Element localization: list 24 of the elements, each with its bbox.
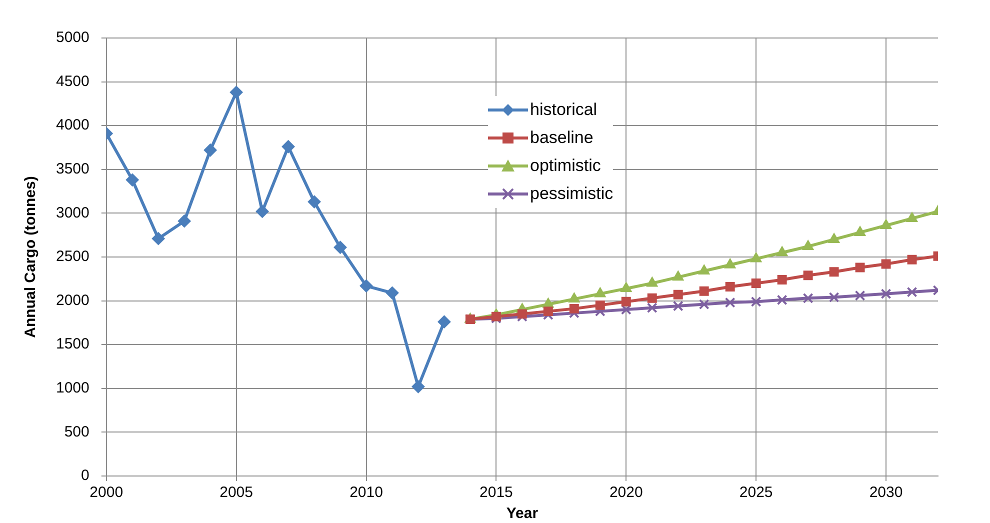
legend-label: pessimistic xyxy=(530,183,614,205)
y-tick-label: 4000 xyxy=(56,116,90,134)
y-axis-title: Annual Cargo (tonnes) xyxy=(22,176,40,338)
y-tick-label: 500 xyxy=(64,423,90,440)
x-axis-title: Year xyxy=(506,505,538,522)
y-tick-label: 2000 xyxy=(56,292,90,309)
legend-label: historical xyxy=(530,99,598,121)
x-tick-label: 2000 xyxy=(90,484,124,502)
x-tick-label: 2015 xyxy=(480,484,513,502)
y-tick-label: 3000 xyxy=(56,204,90,222)
x-tick-label: 2025 xyxy=(739,484,773,502)
y-tick-label: 2500 xyxy=(56,248,90,266)
legend-label: baseline xyxy=(530,127,594,149)
y-tick-label: 5000 xyxy=(56,29,90,46)
y-tick-label: 3500 xyxy=(56,160,90,178)
legend-label: optimistic xyxy=(530,155,601,177)
y-tick-label: 4500 xyxy=(56,72,90,90)
x-tick-label: 2030 xyxy=(869,484,903,502)
y-tick-label: 0 xyxy=(81,467,90,484)
y-tick-label: 1000 xyxy=(56,380,90,397)
y-tick-label: 1500 xyxy=(56,336,90,353)
x-tick-label: 2020 xyxy=(609,484,643,502)
x-tick-label: 2005 xyxy=(220,484,253,502)
x-tick-label: 2010 xyxy=(350,484,383,502)
